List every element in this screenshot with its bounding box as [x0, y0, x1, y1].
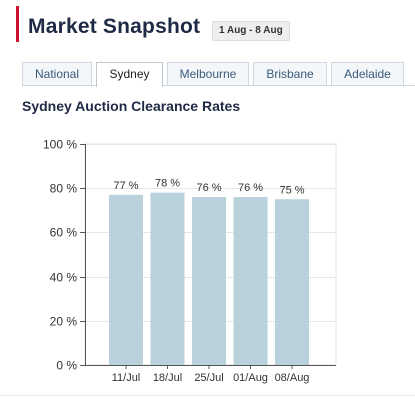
x-tick-label: 08/Aug [275, 372, 310, 384]
bar-data-label: 78 % [155, 178, 180, 190]
clearance-rate-chart: 0 % 20 % 40 % 60 % 80 % 100 % 77 % 11/Jul 78 % 18… [43, 138, 337, 385]
tabs-divider [22, 85, 415, 86]
y-tick-label: 40 % [50, 271, 78, 285]
x-tick-label: 25/Jul [194, 372, 223, 384]
bar [233, 197, 268, 365]
bar-data-label: 77 % [113, 180, 138, 192]
bar [275, 199, 309, 365]
chart-title: Sydney Auction Clearance Rates [22, 98, 241, 114]
y-tick-label: 0 % [56, 359, 77, 373]
bar-data-label: 76 % [238, 182, 263, 194]
chart-bars [109, 192, 309, 365]
bar [192, 197, 226, 365]
page-title: Market Snapshot [28, 15, 201, 38]
x-tick-label: 01/Aug [233, 372, 268, 384]
bar-data-label: 75 % [279, 184, 304, 196]
footer-divider [0, 395, 415, 396]
tab-brisbane[interactable]: Brisbane [253, 62, 327, 86]
date-range-badge: 1 Aug - 8 Aug [212, 21, 290, 41]
tab-adelaide[interactable]: Adelaide [331, 62, 404, 86]
y-tick-label: 80 % [50, 182, 78, 196]
bar [150, 192, 185, 365]
y-tick-label: 100 % [43, 138, 77, 152]
tab-melbourne[interactable]: Melbourne [167, 62, 249, 86]
y-tick-label: 60 % [50, 226, 78, 240]
x-tick-label: 18/Jul [153, 372, 182, 384]
bar [109, 194, 143, 365]
y-tick-label: 20 % [50, 315, 78, 329]
chart-axes [80, 144, 336, 369]
bar-data-label: 76 % [196, 182, 221, 194]
tab-sydney[interactable]: Sydney [96, 62, 163, 87]
chart-labels: 0 % 20 % 40 % 60 % 80 % 100 % 77 % 11/Jul 78 % 18… [43, 138, 309, 385]
city-tabs: National Sydney Melbourne Brisbane Adela… [22, 62, 415, 87]
tab-national[interactable]: National [22, 62, 92, 86]
header-accent-bar [16, 6, 19, 42]
x-tick-label: 11/Jul [112, 372, 141, 384]
